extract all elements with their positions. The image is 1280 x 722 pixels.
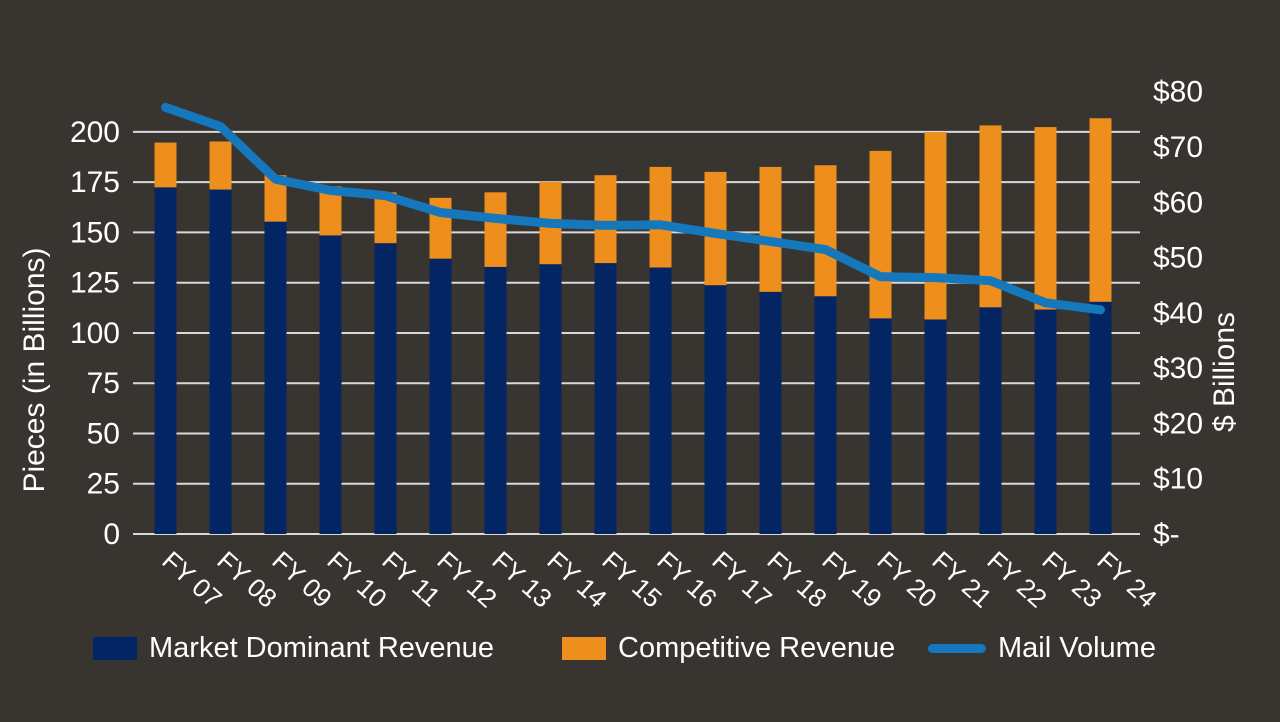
bar-market-dominant-revenue-FY17 xyxy=(704,285,727,534)
x-axis-label-FY09: FY 09 xyxy=(266,545,337,613)
bar-market-dominant-revenue-FY16 xyxy=(649,267,672,534)
left-axis-tick-label-50: 50 xyxy=(87,417,120,450)
x-axis-label-FY23: FY 23 xyxy=(1036,545,1107,613)
bar-competitive-revenue-FY21 xyxy=(924,132,947,320)
left-axis-tick-label-150: 150 xyxy=(70,216,120,249)
bar-competitive-revenue-FY16 xyxy=(649,166,672,268)
x-axis-label-FY22: FY 22 xyxy=(981,545,1052,613)
left-axis-tick-label-0: 0 xyxy=(103,518,120,551)
bar-competitive-revenue-FY22 xyxy=(979,125,1002,308)
mail-volume-line xyxy=(161,102,1105,315)
legend-line-marker-icon xyxy=(928,643,986,653)
bar-market-dominant-revenue-FY13 xyxy=(484,266,507,534)
right-axis-tick-label-1: $10 xyxy=(1153,463,1203,496)
left-axis-tick-label-25: 25 xyxy=(87,468,120,501)
bar-market-dominant-revenue-FY20 xyxy=(869,318,892,534)
left-axis-tick-label-75: 75 xyxy=(87,367,120,400)
bar-competitive-revenue-FY19 xyxy=(814,165,837,297)
right-axis-tick-label-4: $40 xyxy=(1153,297,1203,330)
left-axis-tick-label-100: 100 xyxy=(70,317,120,350)
x-axis-label-FY08: FY 08 xyxy=(211,545,282,613)
bar-market-dominant-revenue-FY07 xyxy=(154,187,177,534)
legend-label-market-dominant-revenue: Market Dominant Revenue xyxy=(149,632,494,664)
bar-market-dominant-revenue-FY12 xyxy=(429,258,452,534)
legend-item-market-dominant-revenue: Market Dominant Revenue xyxy=(93,628,494,668)
left-axis-title: Pieces (in Billions) xyxy=(18,247,51,492)
x-axis-label-FY15: FY 15 xyxy=(596,545,667,613)
x-axis-label-FY24: FY 24 xyxy=(1091,545,1162,613)
bar-market-dominant-revenue-FY18 xyxy=(759,291,782,534)
bar-competitive-revenue-FY15 xyxy=(594,175,617,264)
bar-market-dominant-revenue-FY15 xyxy=(594,263,617,534)
bar-competitive-revenue-FY10 xyxy=(319,186,342,236)
bar-competitive-revenue-FY23 xyxy=(1034,127,1057,310)
right-axis-tick-label-8: $80 xyxy=(1153,76,1203,109)
x-axis-label-FY21: FY 21 xyxy=(926,545,997,613)
bar-market-dominant-revenue-FY09 xyxy=(264,221,287,535)
bar-competitive-revenue-FY20 xyxy=(869,150,892,319)
bar-market-dominant-revenue-FY10 xyxy=(319,235,342,534)
legend-item-mail-volume: Mail Volume xyxy=(928,628,1156,668)
x-axis-label-FY17: FY 17 xyxy=(706,545,777,613)
legend-label-mail-volume: Mail Volume xyxy=(998,632,1156,664)
bar-competitive-revenue-FY09 xyxy=(264,175,287,222)
bar-market-dominant-revenue-FY21 xyxy=(924,319,947,534)
x-axis-label-FY16: FY 16 xyxy=(651,545,722,613)
legend-swatch-market-dominant-icon xyxy=(93,636,137,660)
right-axis-title: $ Billions xyxy=(1208,312,1241,432)
bar-competitive-revenue-FY18 xyxy=(759,166,782,292)
left-axis-tick-label-175: 175 xyxy=(70,166,120,199)
bar-market-dominant-revenue-FY11 xyxy=(374,243,397,534)
x-axis-label-FY11: FY 11 xyxy=(376,545,446,612)
chart-legend: Market Dominant Revenue Competitive Reve… xyxy=(0,628,1280,668)
bar-competitive-revenue-FY08 xyxy=(209,141,232,190)
legend-swatch-competitive-icon xyxy=(562,636,606,660)
bar-competitive-revenue-FY17 xyxy=(704,171,727,286)
x-axis-label-FY13: FY 13 xyxy=(486,545,557,613)
x-axis-label-FY12: FY 12 xyxy=(431,545,502,613)
bar-market-dominant-revenue-FY14 xyxy=(539,264,562,534)
right-axis-tick-label-5: $50 xyxy=(1153,242,1203,275)
bar-market-dominant-revenue-FY19 xyxy=(814,296,837,534)
x-axis-label-FY14: FY 14 xyxy=(541,545,612,613)
right-axis-tick-label-2: $20 xyxy=(1153,407,1203,440)
x-axis-label-FY20: FY 20 xyxy=(871,545,942,613)
x-axis-label-FY10: FY 10 xyxy=(321,545,392,613)
x-axis-label-FY07: FY 07 xyxy=(156,545,227,613)
legend-label-competitive-revenue: Competitive Revenue xyxy=(618,632,896,664)
right-axis-tick-label-7: $70 xyxy=(1153,131,1203,164)
x-axis-label-FY18: FY 18 xyxy=(761,545,832,613)
bar-competitive-revenue-FY13 xyxy=(484,192,507,267)
left-axis-tick-label-200: 200 xyxy=(70,116,120,149)
legend-item-competitive-revenue: Competitive Revenue xyxy=(562,628,895,668)
bar-market-dominant-revenue-FY24 xyxy=(1089,301,1112,534)
bar-competitive-revenue-FY24 xyxy=(1089,118,1112,302)
bar-competitive-revenue-FY07 xyxy=(154,142,177,188)
bar-market-dominant-revenue-FY08 xyxy=(209,189,232,534)
bar-competitive-revenue-FY11 xyxy=(374,192,397,244)
right-axis-tick-label-3: $30 xyxy=(1153,352,1203,385)
right-axis-tick-label-0: $- xyxy=(1153,518,1180,551)
bar-market-dominant-revenue-FY22 xyxy=(979,307,1002,534)
left-axis-tick-label-125: 125 xyxy=(70,267,120,300)
right-axis-tick-label-6: $60 xyxy=(1153,186,1203,219)
x-axis-label-FY19: FY 19 xyxy=(816,545,887,613)
bar-market-dominant-revenue-FY23 xyxy=(1034,309,1057,534)
